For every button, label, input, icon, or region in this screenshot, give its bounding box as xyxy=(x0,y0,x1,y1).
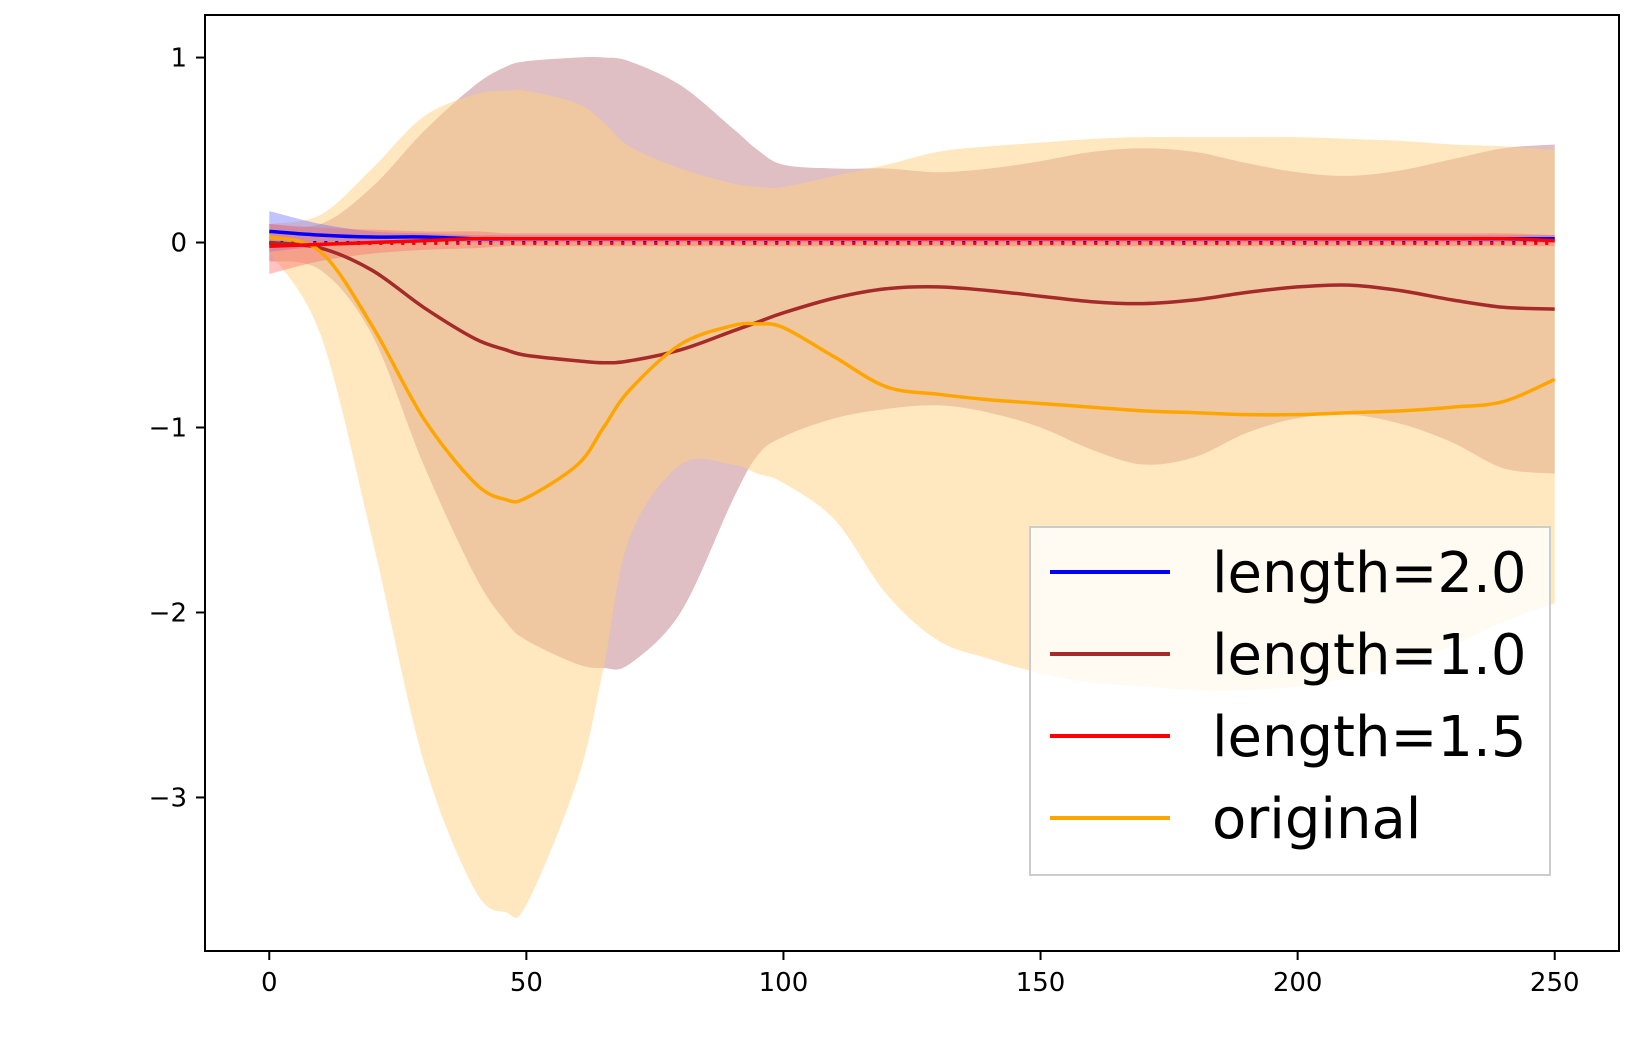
x-tick-label: 200 xyxy=(1273,968,1323,998)
y-axis: 1 0 −1 −2 −3 xyxy=(149,44,205,813)
legend-label: original xyxy=(1212,787,1421,852)
y-tick-label: 0 xyxy=(170,229,187,259)
legend-label: length=2.0 xyxy=(1212,541,1526,606)
legend-label: length=1.0 xyxy=(1212,623,1526,688)
line-length=1.5 xyxy=(269,236,1555,248)
x-tick-label: 150 xyxy=(1016,968,1066,998)
x-tick-label: 100 xyxy=(759,968,809,998)
y-tick-label: −3 xyxy=(149,783,187,813)
band-length=1.5 xyxy=(269,224,1555,274)
confidence-bands xyxy=(269,57,1555,918)
plot-frame xyxy=(204,14,1620,952)
legend-label: length=1.5 xyxy=(1212,705,1526,770)
y-tick-label: −1 xyxy=(149,414,187,444)
series-lines xyxy=(268,229,1556,504)
line-original xyxy=(268,235,1556,504)
legend: length=2.0 length=1.0 length=1.5 original xyxy=(1029,526,1551,876)
y-tick-label: −2 xyxy=(149,598,187,628)
y-tick-label: 1 xyxy=(170,44,187,74)
band-original xyxy=(269,89,1555,918)
x-axis: 0 50 100 150 200 250 xyxy=(261,951,1580,998)
line-length=1.0 xyxy=(269,240,1555,365)
x-tick-label: 250 xyxy=(1530,968,1580,998)
x-tick-label: 0 xyxy=(261,968,278,998)
x-tick-label: 50 xyxy=(510,968,543,998)
